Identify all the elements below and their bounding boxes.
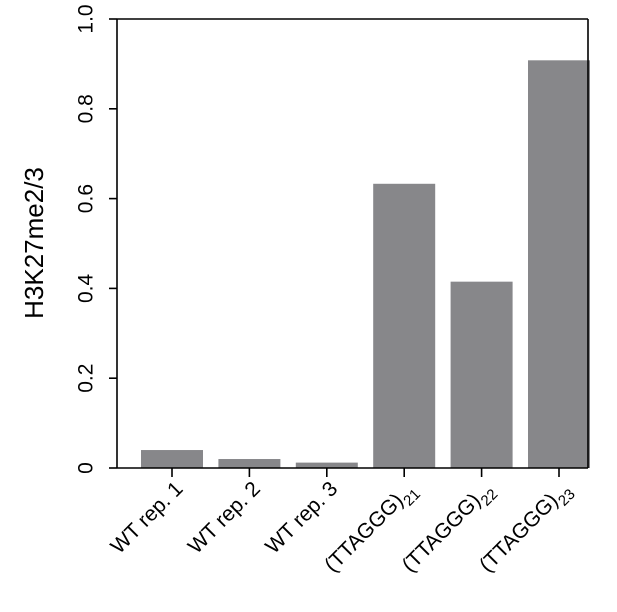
x-tick-label-1: WT rep. 1 xyxy=(106,477,187,558)
y-tick-label-2: 0.4 xyxy=(75,273,98,303)
bars-group xyxy=(141,60,590,469)
bar-1 xyxy=(141,450,203,468)
x-tick-label-2: WT rep. 2 xyxy=(184,477,265,558)
y-axis-title: H3K27me2/3 xyxy=(19,167,49,319)
y-tick-label-1: 0.2 xyxy=(75,364,98,393)
y-ticks-group: 0 0.2 0.4 0.6 0.8 1.0 xyxy=(75,4,117,474)
bar-6 xyxy=(528,60,590,469)
axes-group xyxy=(116,18,589,469)
bar-3 xyxy=(295,462,358,468)
bar-5 xyxy=(450,281,513,468)
y-tick-label-5: 1.0 xyxy=(75,4,98,33)
y-tick-label-4: 0.8 xyxy=(75,94,98,123)
bar-2 xyxy=(218,459,281,468)
y-tick-label-3: 0.6 xyxy=(75,184,98,213)
bar-4 xyxy=(373,183,436,468)
y-tick-label-0: 0 xyxy=(75,462,98,474)
x-ticks-group: WT rep. 1WT rep. 2WT rep. 3(TTAGGG)21(TT… xyxy=(106,468,579,577)
x-tick-label-3: WT rep. 3 xyxy=(261,477,342,558)
